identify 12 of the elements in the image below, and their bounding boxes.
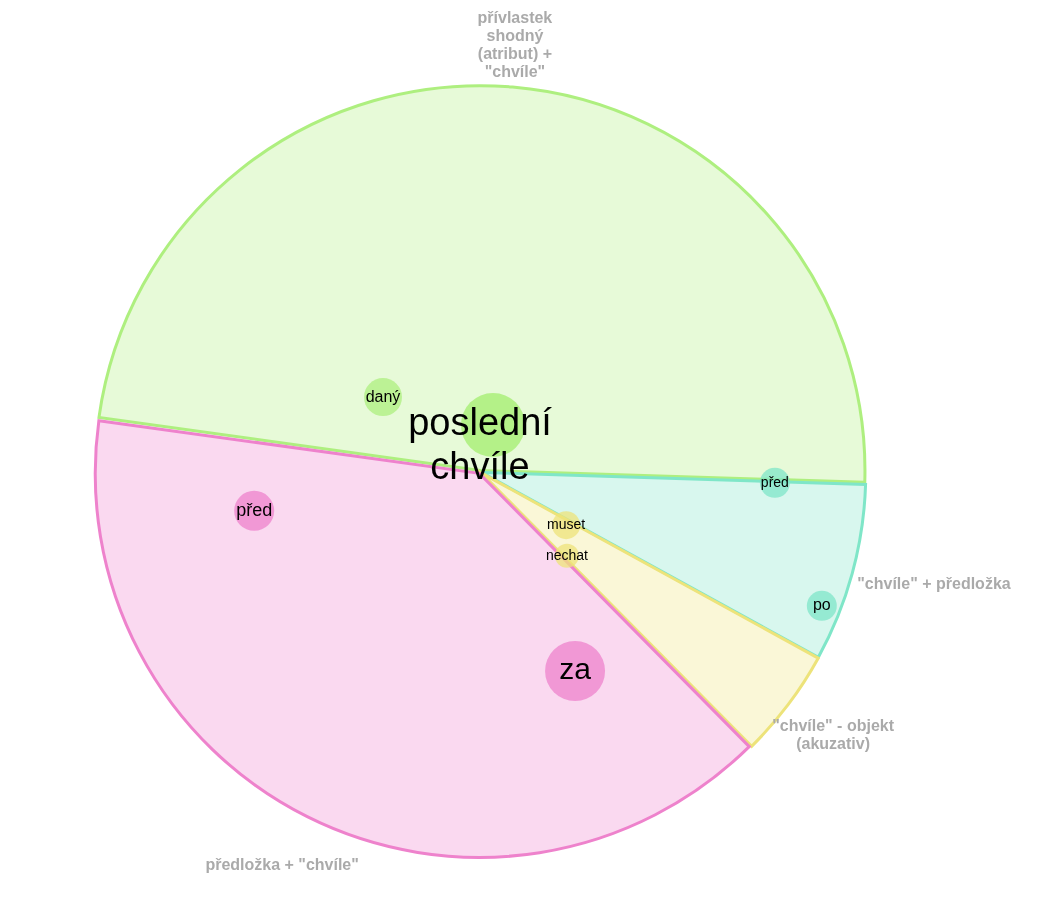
slice-label: předložka + "chvíle" — [205, 856, 359, 874]
text: před — [760, 473, 789, 490]
text: nechat — [545, 546, 589, 563]
slice-label: přívlastek shodný (atribut) + "chvíle" — [477, 8, 553, 80]
text: po — [812, 596, 831, 614]
text: poslední chvíle — [408, 401, 553, 488]
text: daný — [365, 387, 401, 405]
text: před — [236, 499, 273, 520]
text: muset — [547, 516, 586, 533]
slice-label: "chvíle" - objekt (akuzativ) — [772, 717, 895, 753]
text: za — [559, 652, 592, 686]
slice-label: "chvíle" + předložka — [857, 574, 1011, 592]
